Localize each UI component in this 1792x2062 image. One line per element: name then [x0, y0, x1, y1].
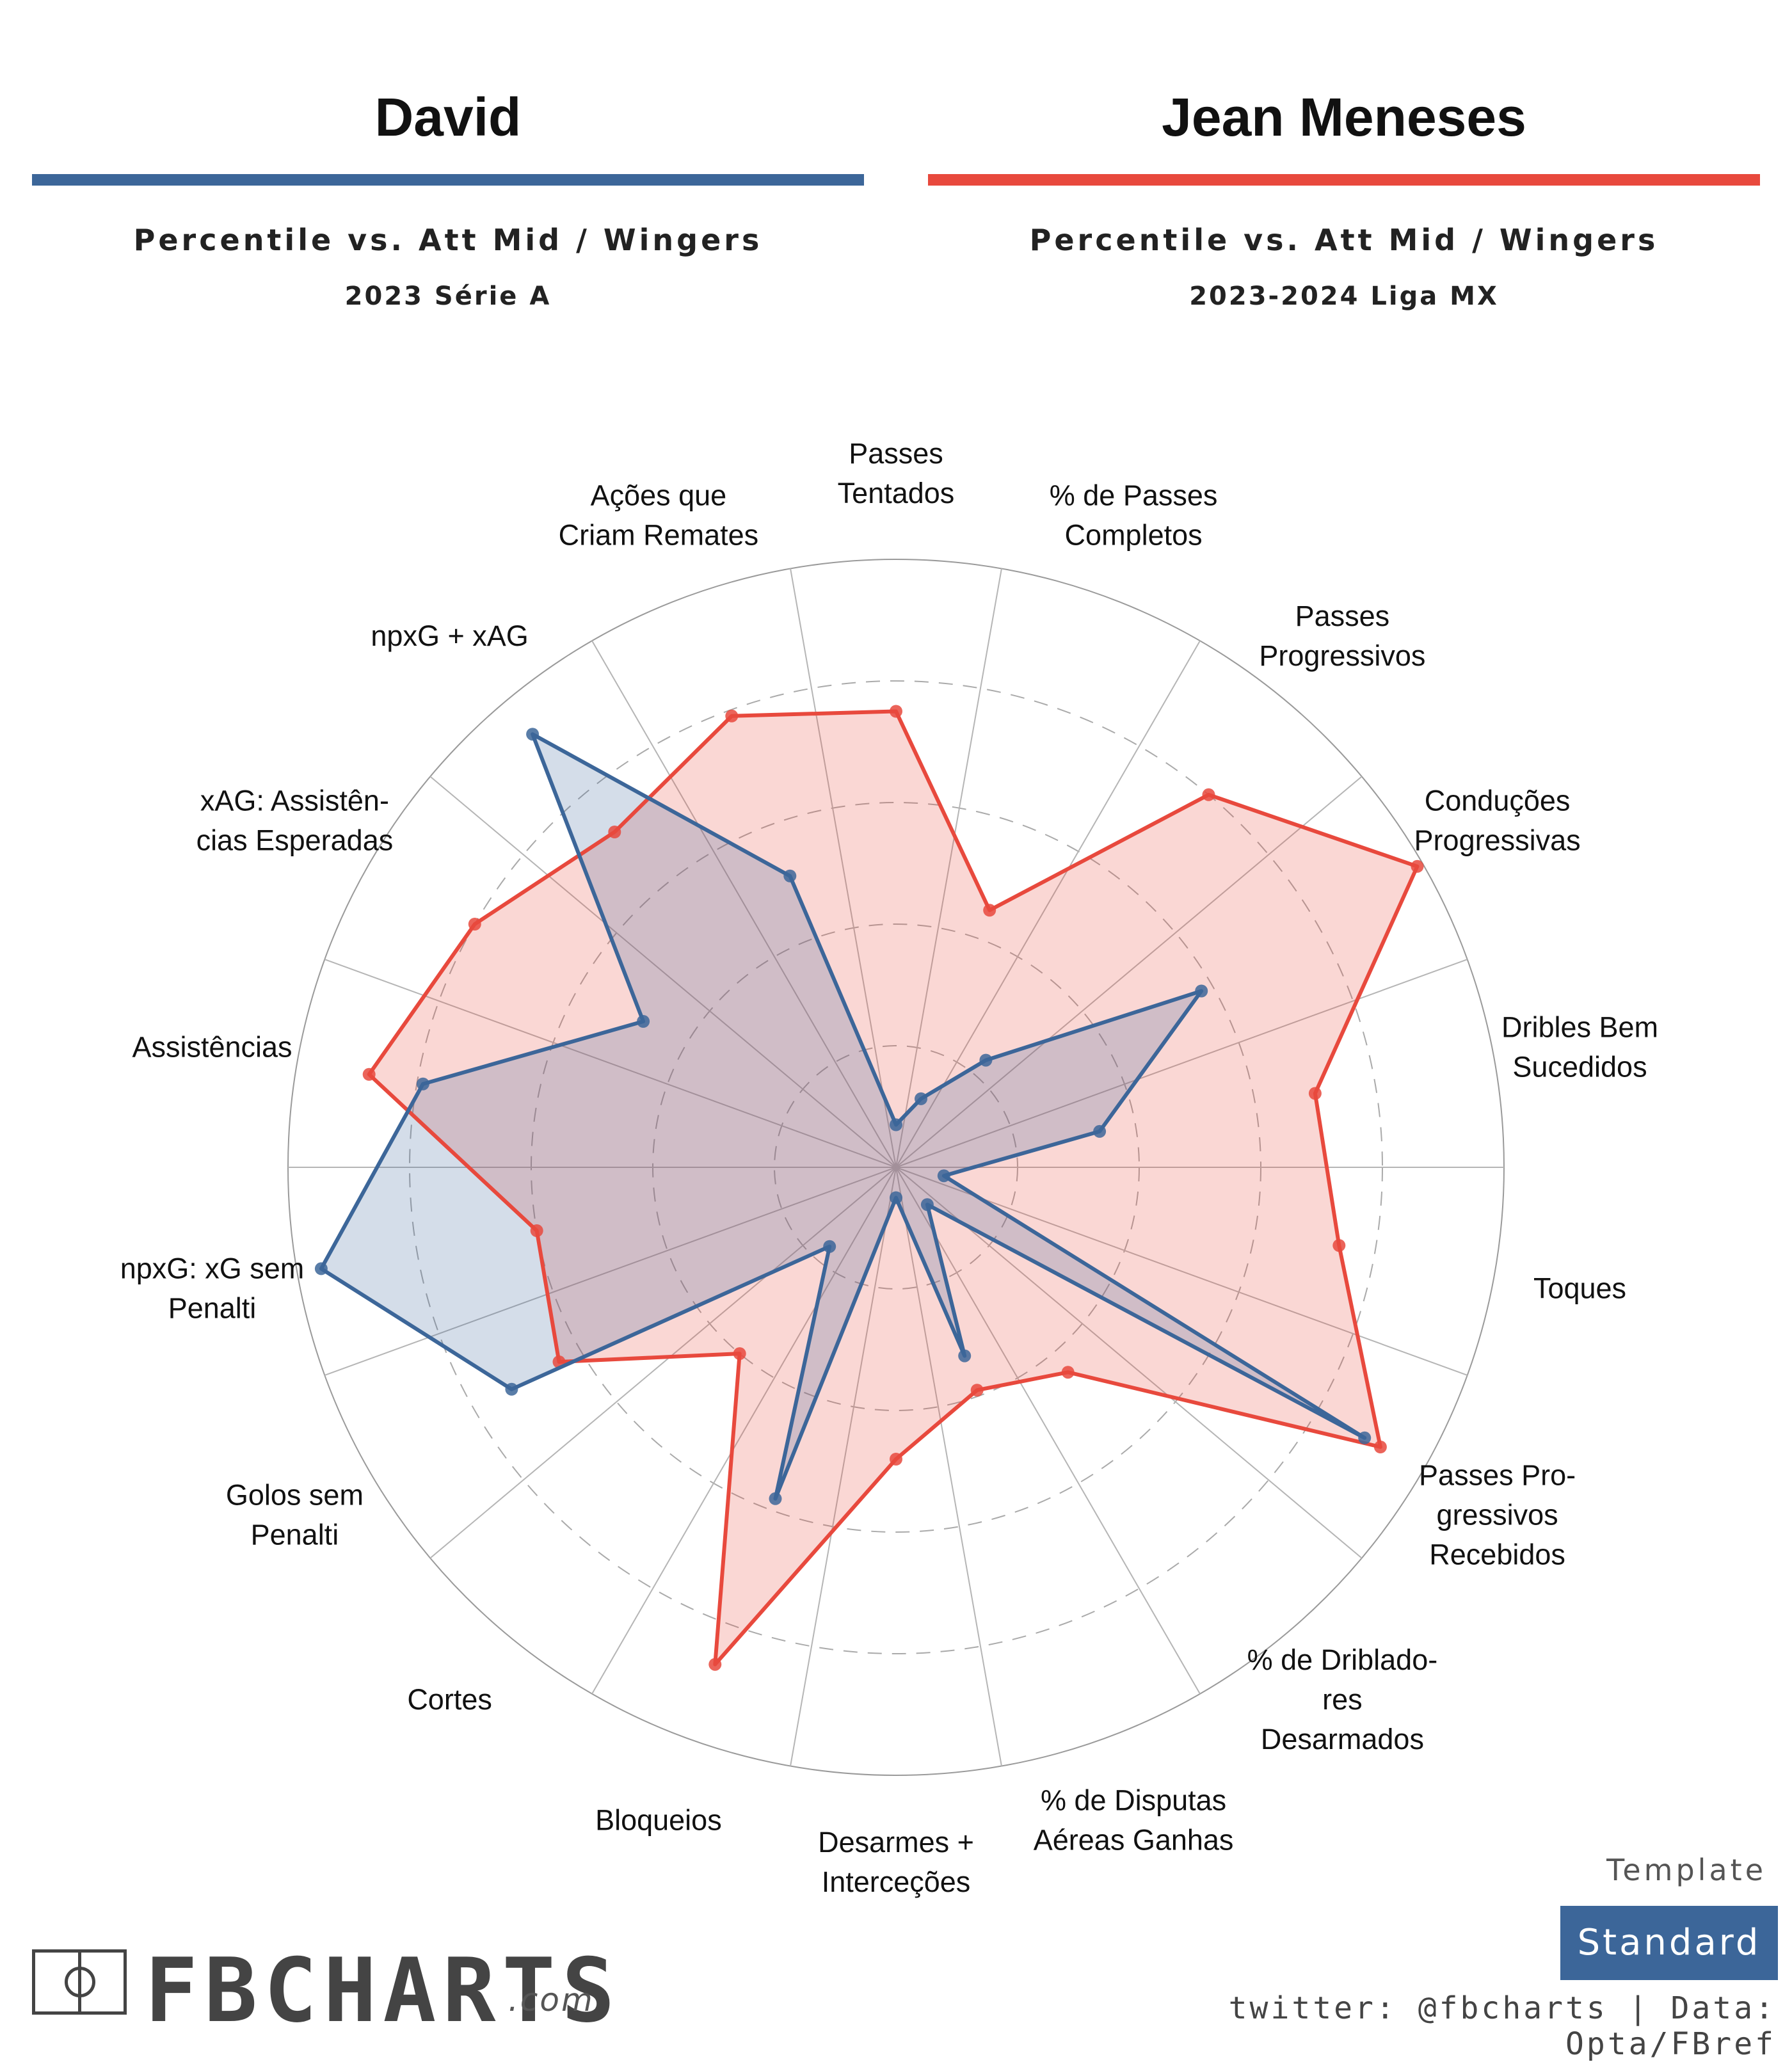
spoke-line [895, 1167, 1468, 1376]
data-point [769, 1492, 782, 1505]
spoke-line [895, 959, 1468, 1168]
spoke-line [324, 959, 897, 1168]
data-point [1332, 1239, 1346, 1252]
logo-text: FBCHARTS [145, 1939, 621, 2042]
template-badge: Standard [1560, 1906, 1778, 1980]
data-point [608, 826, 621, 838]
template-label: Template [1606, 1853, 1766, 1887]
spoke-line [790, 568, 897, 1168]
axis-label: % de Disputas Aéreas Ganhas [1034, 1784, 1234, 1857]
data-point [733, 1347, 746, 1361]
data-point [505, 1382, 518, 1396]
axis-label: Dribles Bem Sucedidos [1501, 1011, 1658, 1083]
axis-label: Passes Pro-gressivos Recebidos [1419, 1459, 1576, 1571]
radar-axis-labels: Dribles Bem Sucedidos Conduções Progressiva… [120, 437, 1658, 1898]
radar-grid [287, 559, 1505, 1776]
axis-label: Ações que Criam Remates [559, 479, 759, 551]
data-point [937, 1169, 950, 1183]
spoke-line [591, 1167, 897, 1695]
radar-series [314, 705, 1424, 1671]
axis-label: Passes Tentados [838, 437, 955, 509]
data-point [890, 1453, 902, 1466]
data-point [915, 1092, 927, 1105]
data-point [979, 1053, 993, 1067]
spoke-line [895, 1167, 1002, 1766]
axis-label: Cortes [407, 1683, 492, 1716]
data-point [1061, 1366, 1075, 1379]
data-point [983, 904, 996, 917]
axis-label: Desarmes + Interceções [818, 1826, 974, 1898]
data-point [314, 1262, 328, 1275]
data-point [530, 1224, 543, 1237]
data-point [526, 728, 540, 741]
axis-label: npxG: xG sem Penalti [120, 1252, 305, 1324]
data-point [890, 1191, 902, 1204]
axis-label: Passes Progressivos [1259, 600, 1425, 672]
data-point [416, 1077, 429, 1091]
data-point [890, 705, 902, 718]
player-subtitle: Percentile vs. Att Mid / Wingers [1029, 223, 1659, 257]
axis-label: Golos sem Penalti [226, 1479, 364, 1551]
data-point [920, 1198, 934, 1211]
data-point [958, 1349, 972, 1363]
axis-label: Assistências [132, 1031, 292, 1064]
spoke-line [895, 776, 1363, 1168]
data-point [725, 709, 739, 723]
axis-label: npxG + xAG [371, 619, 528, 652]
spoke-line [895, 568, 1002, 1168]
fbcharts-logo: FBCHARTS .com [32, 1939, 615, 2042]
data-point [1308, 1087, 1322, 1100]
axis-label: % de Driblado-res Desarmados [1247, 1643, 1438, 1755]
player-color-bar [32, 174, 864, 186]
spoke-line [895, 1167, 1201, 1695]
spoke-line [591, 640, 897, 1168]
data-point [468, 918, 481, 931]
axis-label: % de Passes Completos [1050, 479, 1218, 551]
data-point [1411, 859, 1424, 873]
spoke-line [324, 1167, 897, 1376]
data-point [1358, 1431, 1372, 1444]
data-point [362, 1067, 376, 1081]
player-subtitle: Percentile vs. Att Mid / Wingers [133, 223, 763, 257]
data-point [890, 1118, 902, 1131]
player-name: David [374, 87, 522, 147]
series-area [321, 734, 1365, 1499]
data-credit: twitter: @fbcharts | Data: Opta/FBref [1228, 1990, 1776, 2062]
player-color-bar [928, 174, 1760, 186]
data-point [1195, 984, 1208, 998]
spoke-line [429, 1167, 897, 1559]
data-point [783, 869, 797, 883]
logo-suffix: .com [508, 1981, 595, 2018]
spoke-line [895, 1167, 1363, 1559]
data-point [1202, 788, 1215, 801]
player-season: 2023-2024 Liga MX [1189, 282, 1499, 311]
spoke-line [429, 776, 897, 1168]
data-point [823, 1240, 836, 1253]
axis-label: Toques [1533, 1272, 1626, 1304]
spoke-line [895, 640, 1201, 1168]
spoke-line [790, 1167, 897, 1766]
player-name: Jean Meneses [1162, 87, 1526, 147]
pitch-icon [32, 1949, 127, 2015]
axis-label: Conduções Progressivas [1414, 785, 1581, 857]
data-point [637, 1015, 650, 1028]
data-point [970, 1384, 984, 1397]
data-point [1373, 1441, 1387, 1453]
player-season: 2023 Série A [344, 282, 552, 311]
data-point [1093, 1124, 1107, 1138]
axis-label: Bloqueios [595, 1804, 722, 1837]
axis-label: xAG: Assistên-cias Esperadas [196, 785, 394, 857]
series-area [369, 711, 1418, 1665]
data-point [708, 1658, 722, 1671]
